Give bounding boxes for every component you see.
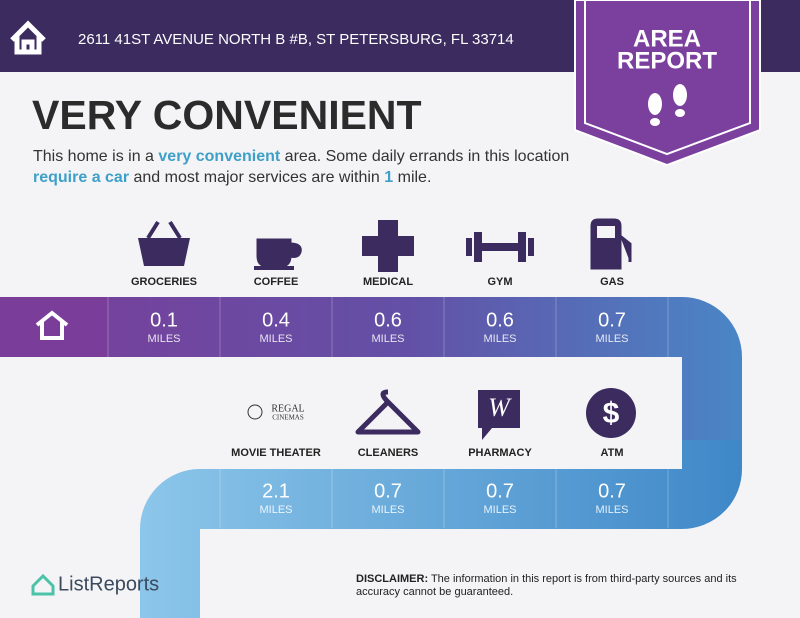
medical-icon — [362, 220, 414, 272]
amenity-distance: 0.1 — [150, 309, 178, 331]
amenity-label: CLEANERS — [358, 447, 419, 459]
headline: VERY CONVENIENT — [32, 92, 422, 138]
address: 2611 41ST AVENUE NORTH B #B, ST PETERSBU… — [78, 31, 514, 48]
atm-dollar: $ — [603, 397, 620, 430]
regal-crest — [247, 404, 263, 420]
amenity-unit: MILES — [259, 504, 292, 516]
amenity-distance: 0.7 — [598, 480, 626, 502]
badge — [574, 0, 761, 167]
coffee-icon — [256, 238, 302, 268]
badge-line: AREA — [633, 25, 701, 52]
description-part: and most major services are within — [129, 169, 385, 186]
amenity-label: PHARMACY — [468, 447, 532, 459]
amenity-distance: 0.6 — [486, 309, 514, 331]
home-cell — [0, 297, 107, 357]
groceries-handle — [146, 220, 182, 240]
amenity-unit: MILES — [483, 504, 516, 516]
amenity-unit: MILES — [483, 333, 516, 345]
amenity-unit: MILES — [147, 333, 180, 345]
route — [140, 440, 742, 618]
amenity-label: COFFEE — [254, 276, 299, 288]
amenity-label: GAS — [600, 276, 624, 288]
brand: ListReports — [58, 573, 159, 595]
pharmacy-w: W — [488, 393, 512, 422]
route — [0, 297, 742, 469]
footprints — [648, 84, 687, 126]
amenity-unit: MILES — [371, 333, 404, 345]
amenity-label: ATM — [600, 447, 623, 459]
coffee-saucer — [254, 266, 294, 270]
amenities: GROCERIES 0.1 MILES COFFEE 0.4 MILES MEDICAL 0.… — [131, 276, 629, 516]
description-part: area. Some daily errands in this locatio… — [280, 148, 570, 165]
amenity-distance: 0.7 — [486, 480, 514, 502]
disclaimer-label: DISCLAIMER: — [356, 573, 429, 585]
amenity-label: MOVIE THEATER — [231, 447, 321, 459]
icons — [138, 218, 632, 272]
home-icon — [35, 310, 69, 340]
brand-logo — [31, 573, 55, 596]
cells — [107, 297, 669, 528]
description-part: require a car — [33, 169, 130, 186]
amenity-unit: MILES — [595, 333, 628, 345]
atm-icon — [586, 388, 636, 438]
amenity-logo: CINEMAS — [272, 414, 304, 422]
amenity-distance: 0.6 — [374, 309, 402, 331]
description: This home is in a very convenient area. … — [33, 146, 573, 188]
amenity-unit: MILES — [595, 504, 628, 516]
cleaners-icon — [355, 389, 421, 435]
badge-border — [584, 0, 751, 156]
amenity-distance: 2.1 — [262, 480, 290, 502]
amenity-label: MEDICAL — [363, 276, 413, 288]
disclaimer: DISCLAIMER: The information in this repo… — [356, 573, 776, 599]
amenity-distance: 0.7 — [598, 309, 626, 331]
description-part: This home is in a — [33, 148, 159, 165]
amenity-label: GROCERIES — [131, 276, 197, 288]
amenity-distance: 0.4 — [262, 309, 290, 331]
pharmacy-icon — [478, 390, 520, 440]
amenity-unit: MILES — [371, 504, 404, 516]
badge-line: REPORT — [617, 47, 717, 74]
disclaimer-text: The information in this report is from t… — [356, 573, 737, 598]
home-icon — [10, 20, 46, 55]
amenity-distance: 0.7 — [374, 480, 402, 502]
amenity-label: GYM — [487, 276, 512, 288]
description-part: mile. — [393, 169, 432, 186]
description-part: very convenient — [158, 148, 281, 165]
amenity-logo: REGAL — [271, 403, 304, 414]
amenity-unit: MILES — [259, 333, 292, 345]
groceries-icon — [138, 238, 190, 266]
description-part: 1 — [384, 169, 394, 186]
